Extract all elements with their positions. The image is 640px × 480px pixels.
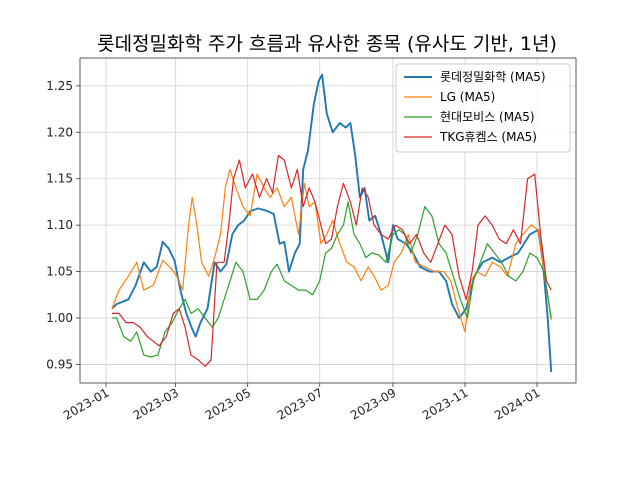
series-lines xyxy=(111,73,553,372)
chart-title: 롯데정밀화학 주가 흐름과 유사한 종목 (유사도 기반, 1년) xyxy=(97,33,557,55)
series-line-2 xyxy=(111,201,552,358)
y-axis: 0.95 1.00 1.05 1.10 1.15 1.20 1.25 xyxy=(46,79,80,371)
series-line-0 xyxy=(111,73,553,372)
legend-label-3: TKG휴켐스 (MA5) xyxy=(439,130,537,144)
y-tick-label: 1.10 xyxy=(46,218,73,232)
y-tick-label: 1.20 xyxy=(46,125,73,139)
y-tick-label: 1.25 xyxy=(46,79,73,93)
legend-label-0: 롯데정밀화학 (MA5) xyxy=(440,70,546,84)
y-tick-label: 1.05 xyxy=(46,265,73,279)
grid xyxy=(80,58,576,383)
series-line-3 xyxy=(111,154,552,367)
y-tick-label: 1.00 xyxy=(46,311,73,325)
legend-label-2: 현대모비스 (MA5) xyxy=(440,110,535,124)
series-line-1 xyxy=(111,168,552,333)
y-tick-label: 0.95 xyxy=(46,357,73,371)
legend-label-1: LG (MA5) xyxy=(440,90,495,104)
legend: 롯데정밀화학 (MA5) LG (MA5) 현대모비스 (MA5) TKG휴켐스 (M… xyxy=(395,63,571,153)
legend-box xyxy=(395,63,571,153)
plot-frame xyxy=(79,57,577,384)
y-tick-label: 1.15 xyxy=(46,172,73,186)
